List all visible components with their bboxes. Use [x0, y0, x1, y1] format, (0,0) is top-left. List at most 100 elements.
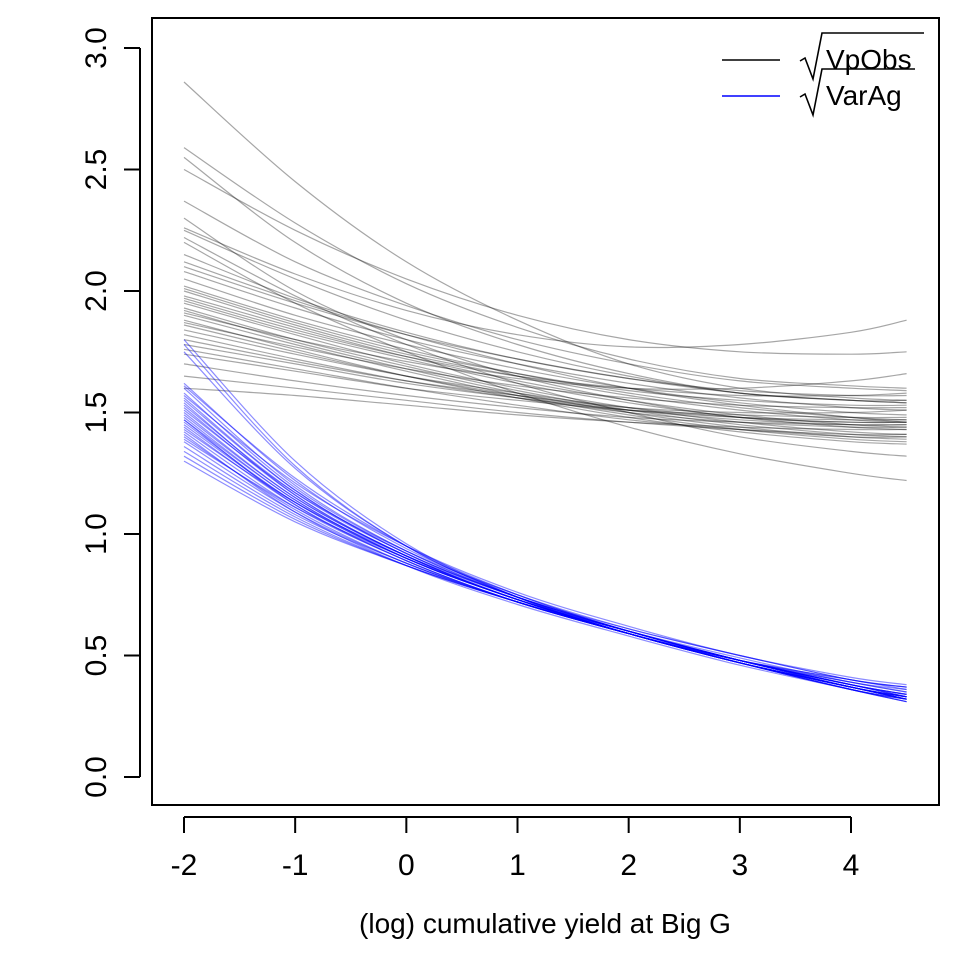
series-vpobs-draw-line — [183, 147, 907, 389]
sqrt-symbol-icon — [799, 68, 915, 118]
series-varag-draw-line — [183, 351, 907, 691]
series-vpobs-draw-line — [183, 295, 907, 428]
series-vpobs-draw-line — [183, 307, 907, 438]
series-vpobs-draw-line — [183, 343, 907, 421]
series-varag-draw-line — [183, 433, 907, 703]
series-varag-draw-line — [183, 407, 907, 698]
x-axis: -2 -1 0 1 2 3 4 — [171, 816, 860, 882]
x-tick-label: -1 — [282, 849, 309, 882]
series-vpobs-draw-line — [183, 200, 907, 392]
x-tick-label: 2 — [620, 849, 637, 882]
series-vpobs-draw-line — [183, 290, 907, 423]
series-vpobs-draw-line — [183, 334, 907, 429]
y-tick-label: 1.5 — [80, 392, 113, 434]
series-vpobs-draw-line — [183, 229, 907, 404]
x-axis-title: (log) cumulative yield at Big G — [359, 908, 731, 939]
series-vpobs-draw-line — [183, 285, 907, 421]
series-varag-draw-line — [183, 395, 907, 686]
plot-frame — [151, 17, 940, 806]
series-varag-draw-line — [183, 436, 907, 700]
legend-label: VarAg — [826, 80, 902, 111]
series-varag-draw-line — [183, 460, 907, 698]
series-vpobs-draw-line — [183, 236, 907, 457]
series-vpobs-draw-line — [183, 322, 907, 409]
series-varag-draw-line — [183, 409, 907, 688]
series-varag-draw-line — [183, 416, 907, 698]
y-tick-label: 3.0 — [80, 27, 113, 69]
series-vpobs-draw-line — [183, 261, 907, 423]
series-varag-draw-line — [183, 438, 907, 693]
series-vpobs-draw-line — [183, 353, 907, 419]
legend-label: VpObs — [826, 44, 912, 75]
series-vpobs-draw-line — [183, 300, 907, 431]
y-axis: 0.0 0.5 1.0 1.5 2.0 2.5 3.0 — [80, 27, 141, 798]
y-tick-label: 2.5 — [80, 149, 113, 191]
series-varag-draw-line — [183, 419, 907, 703]
x-tick-label: 0 — [398, 849, 415, 882]
y-tick-label: 0.5 — [80, 635, 113, 677]
series-vpobs-draw-line — [183, 302, 907, 435]
series-varag-draw-line — [183, 412, 907, 698]
series-varag-draw-line — [183, 428, 907, 688]
series-varag-draw-line — [183, 450, 907, 700]
series-varag-draw-line — [183, 455, 907, 698]
series-vpobs-draw-line — [183, 312, 907, 390]
series-vpobs-draw-line — [183, 217, 907, 424]
series-varag-draw-line — [183, 399, 907, 698]
series-vpobs-draw-line — [183, 329, 907, 424]
series-vpobs-draw-line — [183, 319, 907, 445]
series-vpobs-draw-line — [183, 241, 907, 482]
y-tick-label: 2.0 — [80, 270, 113, 312]
series-varag-draw-line — [183, 441, 907, 700]
series-vpobs-draw-line — [183, 168, 907, 355]
series-varag-draw-line — [183, 419, 907, 700]
series-varag-draw-line — [183, 397, 907, 695]
series-vpobs-draw-line — [183, 271, 907, 411]
sqrt-symbol-icon — [799, 32, 924, 82]
series-varag-draw-line — [183, 426, 907, 700]
series-vpobs-draw-line — [183, 348, 907, 438]
series-vpobs-draw-line — [183, 297, 907, 397]
series-varag-draw-line — [183, 404, 907, 698]
y-tick-label: 1.0 — [80, 513, 113, 555]
series-vpobs-draw-line — [183, 387, 907, 431]
series-varag-draw-line — [183, 382, 907, 695]
series-varag-draw-line — [183, 421, 907, 700]
series-vpobs-draw-line — [183, 375, 907, 436]
x-tick-label: 1 — [509, 849, 526, 882]
series-varag — [183, 339, 907, 703]
series-varag-draw-line — [183, 339, 907, 691]
x-tick-label: 3 — [731, 849, 748, 882]
series-vpobs-draw-line — [183, 227, 907, 349]
series-varag-draw-line — [183, 424, 907, 700]
series-vpobs-draw-line — [183, 156, 907, 402]
series-varag-draw-line — [183, 402, 907, 703]
series-vpobs-draw-line — [183, 324, 907, 426]
x-tick-label: -2 — [171, 849, 198, 882]
series-varag-draw-line — [183, 445, 907, 700]
legend: VpObs VarAg — [722, 32, 924, 118]
series-varag-draw-line — [183, 387, 907, 695]
series-vpobs-draw-line — [183, 278, 907, 416]
y-tick-label: 0.0 — [80, 756, 113, 798]
series-vpobs-draw-line — [183, 266, 907, 404]
series-vpobs-draw-line — [183, 363, 907, 426]
series-varag-draw-line — [183, 392, 907, 695]
legend-item-vpobs: VpObs — [722, 32, 924, 82]
series-varag-draw-line — [183, 431, 907, 700]
series-vpobs-draw-line — [183, 339, 907, 414]
series-vpobs-draw-line — [183, 314, 907, 443]
series-vpobs-draw-line — [183, 288, 907, 407]
series-varag-draw-line — [183, 414, 907, 698]
series-vpobs — [183, 81, 907, 482]
series-varag-draw-line — [183, 385, 907, 693]
series-vpobs-draw-line — [183, 309, 907, 440]
series-vpobs-draw-line — [183, 81, 907, 401]
x-tick-label: 4 — [843, 849, 860, 882]
series-vpobs-draw-line — [183, 254, 907, 397]
series-varag-draw-line — [183, 344, 907, 688]
series-layer — [183, 81, 907, 703]
legend-item-varag: VarAg — [722, 68, 915, 118]
